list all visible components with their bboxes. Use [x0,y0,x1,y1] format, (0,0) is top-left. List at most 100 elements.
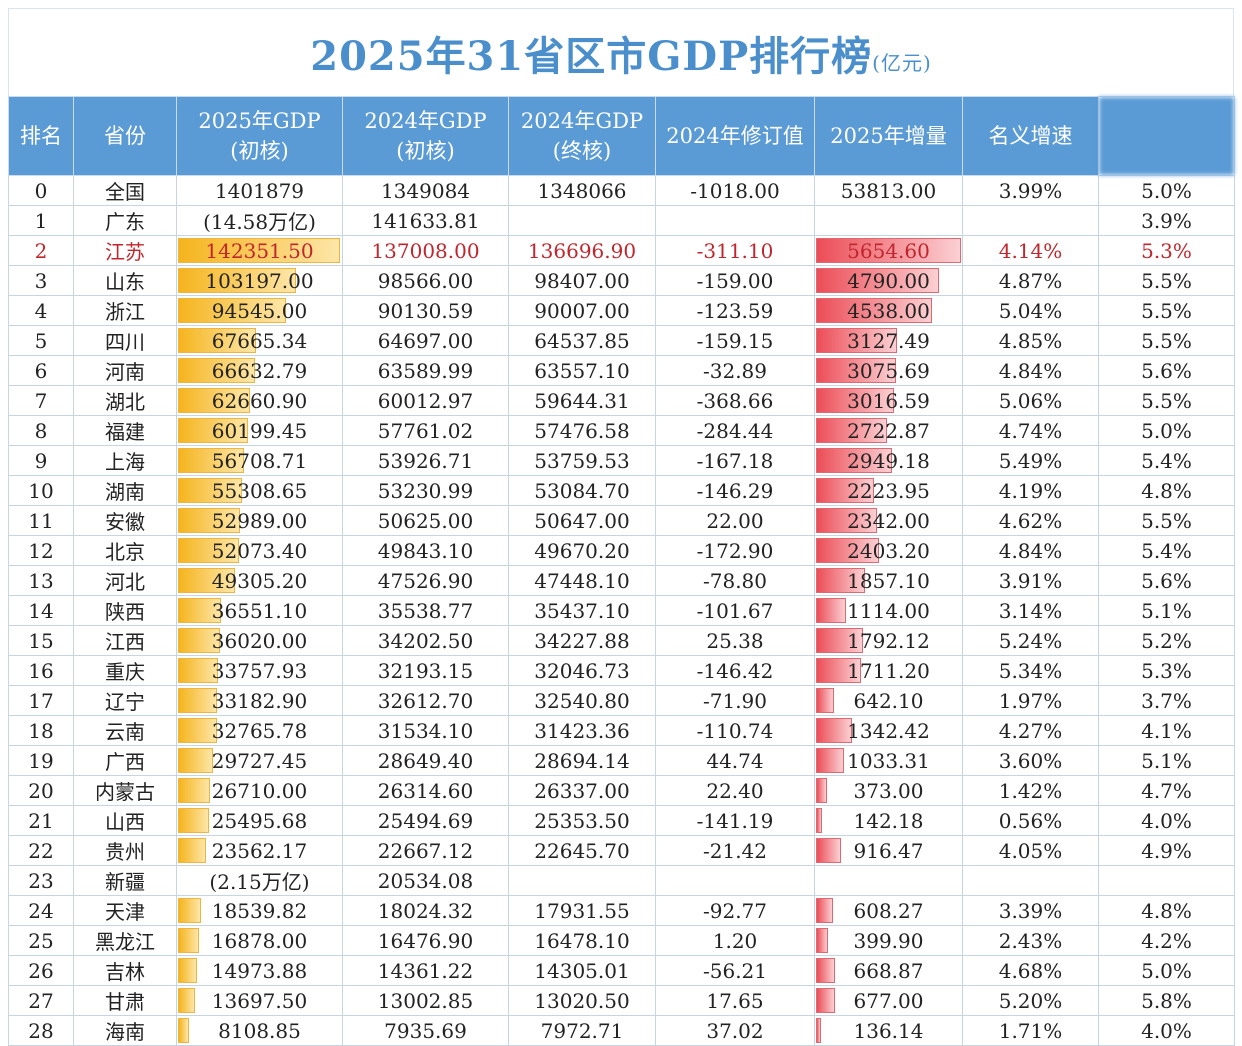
cell-value: 49670.20 [534,538,630,563]
table-cell: 62660.90 [176,385,343,416]
cell-value: 67665.34 [211,328,308,353]
table-cell: 河北 [73,565,177,596]
cell-value: 608.27 [853,898,924,923]
cell-value: -92.77 [702,898,767,923]
cell-value: 3.39% [998,898,1063,923]
cell-value: 55308.65 [211,478,308,503]
table-cell: 36551.10 [176,595,343,626]
cell-value: 5.0% [1141,418,1192,443]
increase-data-bar [816,358,896,383]
table-row: 25 黑龙江 16878.00 16476.90 16478.10 1.20 399.90 2… [8,925,1235,956]
cell-value: 47448.10 [534,568,630,593]
table-cell [814,865,963,896]
table-cell: 27 [8,985,74,1016]
table-cell: 5.5% [1098,505,1235,536]
table-cell: -141.19 [655,805,815,836]
cell-value: 0.56% [998,808,1063,833]
cell-value: 49305.20 [211,568,308,593]
cell-value: 26337.00 [534,778,630,803]
cell-value: 海南 [105,1020,145,1044]
cell-value: 60199.45 [211,418,308,443]
gdp-data-bar [178,628,221,653]
cell-value: 14 [28,598,54,623]
table-cell: 广西 [73,745,177,776]
table-row: 17 辽宁 33182.90 32612.70 32540.80 -71.90 642.10… [8,685,1235,716]
table-cell: 12 [8,535,74,566]
table-cell: 21 [8,805,74,836]
cell-value: 8108.85 [218,1018,301,1043]
table-cell: 64537.85 [508,325,656,356]
gdp-data-bar [178,238,341,263]
table-cell: 5.6% [1098,355,1235,386]
table-cell: 5 [8,325,74,356]
column-header: 2025年GDP (初核) [176,96,343,176]
table-cell: 5.3% [1098,655,1235,686]
cell-value: 32540.80 [534,688,630,713]
table-cell: 0 [8,175,74,206]
table-row: 1 广东 (14.58万亿) 141633.81 3.9% [8,205,1235,236]
cell-value: 16 [28,658,54,683]
cell-value: 26 [28,958,54,983]
table-cell: 44.74 [655,745,815,776]
cell-value: 64537.85 [534,328,630,353]
table-cell: 52073.40 [176,535,343,566]
table-cell: 4.19% [962,475,1099,506]
increase-data-bar [816,388,895,413]
table-cell: 26 [8,955,74,986]
gdp-data-bar [178,598,222,623]
table-cell: 陕西 [73,595,177,626]
table-row: 4 浙江 94545.00 90130.59 90007.00 -123.59 4538.0… [8,295,1235,326]
cell-value: 47526.90 [377,568,474,593]
cell-value: 3075.69 [847,358,930,383]
table-cell: 4538.00 [814,295,963,326]
cell-value: 136.14 [853,1018,924,1043]
cell-value: 18 [28,718,54,743]
cell-value: 河南 [105,360,145,384]
cell-value: 广西 [105,750,145,774]
cell-value: 32046.73 [534,658,630,683]
table-cell: 黑龙江 [73,925,177,956]
cell-value: 天津 [105,900,145,924]
cell-value: 62660.90 [211,388,308,413]
increase-data-bar [816,268,939,293]
cell-value: 4.14% [998,238,1063,263]
table-cell: 吉林 [73,955,177,986]
cell-value: 63557.10 [534,358,630,383]
table-cell: 25494.69 [342,805,509,836]
cell-value: 4790.00 [847,268,930,293]
cell-value: 22667.12 [377,838,474,863]
cell-value: 7972.71 [540,1018,624,1043]
cell-value: 5.3% [1141,238,1192,263]
cell-value: 5 [34,328,48,353]
cell-value: 22 [28,838,54,863]
table-cell: 4.87% [962,265,1099,296]
table-cell: 53230.99 [342,475,509,506]
cell-value: 64697.00 [377,328,474,353]
gdp-data-bar [178,838,207,863]
table-cell: 4.0% [1098,805,1235,836]
table-cell: 103197.00 [176,265,343,296]
table-cell: 57761.02 [342,415,509,446]
table-cell: 37.02 [655,1015,815,1046]
table-cell: 8108.85 [176,1015,343,1046]
table-cell: -311.10 [655,235,815,266]
table-cell: 5.34% [962,655,1099,686]
column-header: 2024年修订值 [655,96,815,176]
table-cell: 142351.50 [176,235,343,266]
table-cell: 7935.69 [342,1015,509,1046]
cell-value: 上海 [105,450,145,474]
table-cell: 23562.17 [176,835,343,866]
table-cell: 4.62% [962,505,1099,536]
cell-value: -110.74 [696,718,774,743]
cell-value: 21 [28,808,54,833]
table-row: 15 江西 36020.00 34202.50 34227.88 25.38 1792.12… [8,625,1235,656]
table-cell: -146.42 [655,655,815,686]
table-cell: 136696.90 [508,235,656,266]
table-cell: 5.2% [1098,625,1235,656]
table-cell: 22 [8,835,74,866]
cell-value: 4.62% [998,508,1063,533]
cell-value: 10 [28,478,54,503]
column-header: 2024年GDP (初核) [342,96,509,176]
table-cell: 13002.85 [342,985,509,1016]
increase-data-bar [816,778,828,803]
